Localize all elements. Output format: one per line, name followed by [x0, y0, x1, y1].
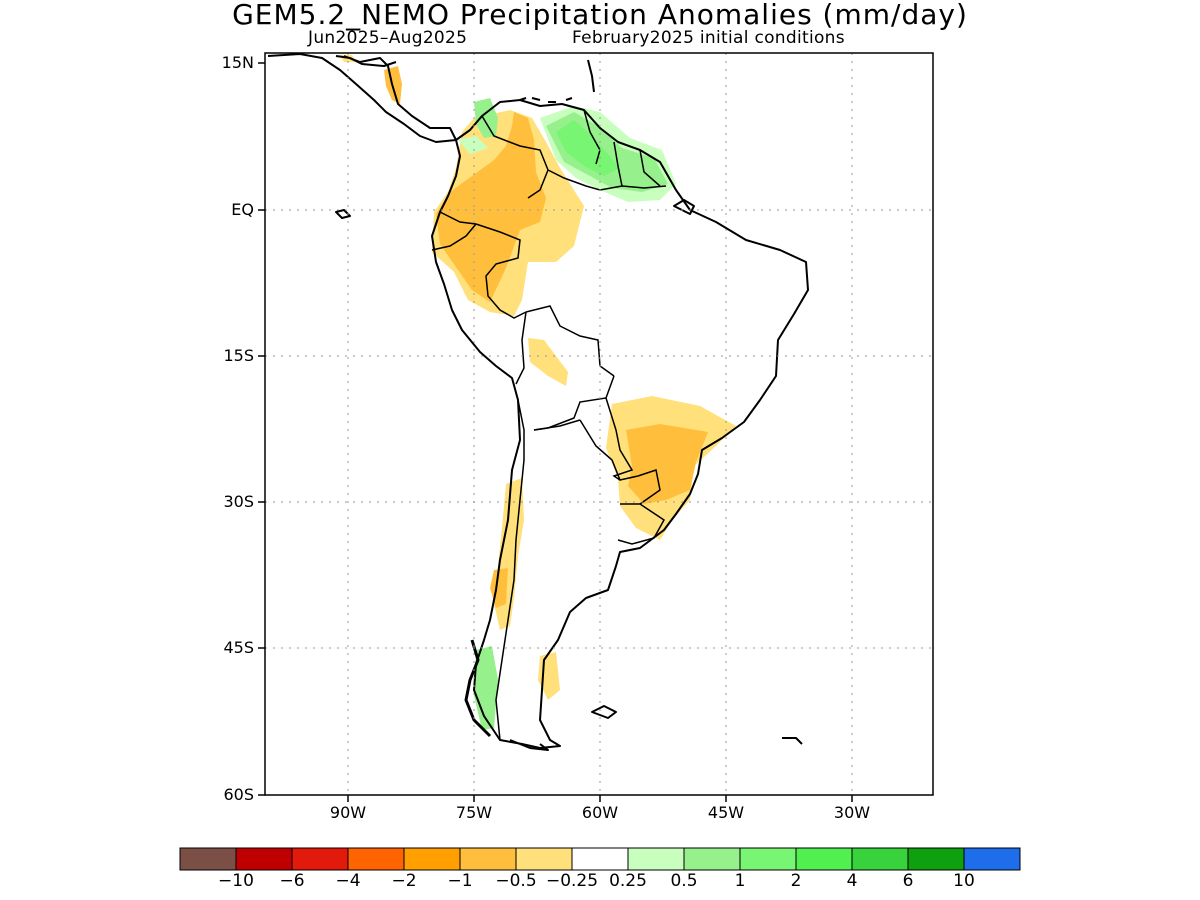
colorbar-swatch-10 — [739, 847, 797, 871]
colorbar-swatch-11 — [795, 847, 853, 871]
border-peru-bolivia — [515, 311, 527, 385]
anomaly-bolivia — [528, 338, 568, 386]
colorbar-swatch-7 — [571, 847, 629, 871]
yucatan-outline — [335, 55, 397, 67]
colorbar-swatch-13 — [907, 847, 965, 871]
colorbar-label-4: −1 — [447, 871, 473, 891]
colorbar-swatch-5 — [459, 847, 517, 871]
colorbar-swatch-6 — [515, 847, 573, 871]
border-paraguay-brazil — [605, 397, 634, 481]
border-paraguay-argentina — [579, 419, 639, 481]
colorbar-label-0: −10 — [218, 871, 254, 891]
lon-label-90w: 90W — [329, 803, 367, 822]
colorbar-label-6: −0.25 — [545, 871, 599, 891]
lat-label-eq: EQ — [231, 200, 254, 219]
colorbar-label-10: 2 — [790, 871, 802, 891]
lon-label-30w: 30W — [833, 803, 871, 822]
border-colombia-venezuela — [481, 115, 549, 199]
initial-conditions: February2025 initial conditions — [572, 28, 845, 48]
anomaly-venezuela-west-light — [458, 136, 488, 154]
lat-label-45s: 45S — [223, 638, 254, 657]
marajo-island — [673, 199, 695, 215]
colorbar-swatch-0 — [179, 847, 237, 871]
border-suriname-fguiana — [639, 149, 661, 187]
colorbar-label-8: 0.5 — [670, 871, 698, 891]
colorbar-swatch-2 — [291, 847, 349, 871]
galapagos — [335, 209, 351, 219]
lon-label-75w: 75W — [455, 803, 493, 822]
border-argentina-bolivia — [533, 419, 581, 431]
colorbar-label-9: 1 — [734, 871, 746, 891]
forecast-period: Jun2025–Aug2025 — [308, 28, 468, 48]
caribbean-islands — [519, 97, 573, 103]
colorbar-label-11: 4 — [846, 871, 858, 891]
colorbar-swatch-4 — [403, 847, 461, 871]
anomaly-guianas-core — [556, 120, 620, 176]
lat-label-15s: 15S — [223, 346, 254, 365]
border-guyana-suriname — [613, 141, 623, 187]
colorbar-label-3: −2 — [391, 871, 417, 891]
colorbar-swatch-3 — [347, 847, 405, 871]
border-venezuela-guyana — [583, 109, 601, 165]
colorbar — [179, 847, 1021, 871]
colorbar-label-13: 10 — [953, 871, 975, 891]
colorbar-label-7: 0.25 — [609, 871, 647, 891]
map-title: GEM5.2_NEMO Precipitation Anomalies (mm/… — [232, 0, 968, 31]
border-colombia-peru-brazil — [475, 223, 527, 319]
border-ecuador-peru — [431, 223, 477, 251]
anomaly-fills — [340, 55, 736, 730]
colorbar-swatch-14 — [963, 847, 1021, 871]
anomaly-brazil — [626, 424, 708, 504]
country-borders — [431, 109, 667, 741]
south-america-outline — [431, 99, 809, 749]
border-colombia-ecuador — [439, 211, 477, 225]
lat-label-15n: 15N — [221, 53, 254, 72]
lesser-antilles — [587, 59, 595, 93]
lat-label-30s: 30S — [223, 492, 254, 511]
lon-label-45w: 45W — [707, 803, 745, 822]
tierra-del-fuego — [509, 739, 549, 751]
border-chile-argentina — [495, 399, 525, 741]
colorbar-label-5: −0.5 — [495, 871, 537, 891]
colorbar-swatch-8 — [627, 847, 685, 871]
anomaly-colombia — [436, 112, 546, 302]
map-frame — [264, 52, 934, 796]
anomaly-south-chile — [474, 646, 498, 730]
lat-label-60s: 60S — [223, 785, 254, 804]
lon-label-60w: 60W — [581, 803, 619, 822]
tick-marks — [258, 62, 853, 802]
chile-fjords — [464, 639, 492, 738]
colorbar-swatch-12 — [851, 847, 909, 871]
colorbar-swatch-9 — [683, 847, 741, 871]
south-georgia — [782, 737, 803, 745]
colorbar-label-2: −4 — [335, 871, 361, 891]
border-uruguay — [617, 503, 665, 545]
colorbar-label-1: −6 — [279, 871, 305, 891]
coastlines — [267, 53, 809, 751]
falkland-islands — [591, 705, 617, 719]
border-argentina-brazil — [637, 469, 661, 505]
colorbar-label-12: 6 — [902, 871, 914, 891]
colorbar-swatch-1 — [235, 847, 293, 871]
central-america-outline — [267, 53, 457, 143]
